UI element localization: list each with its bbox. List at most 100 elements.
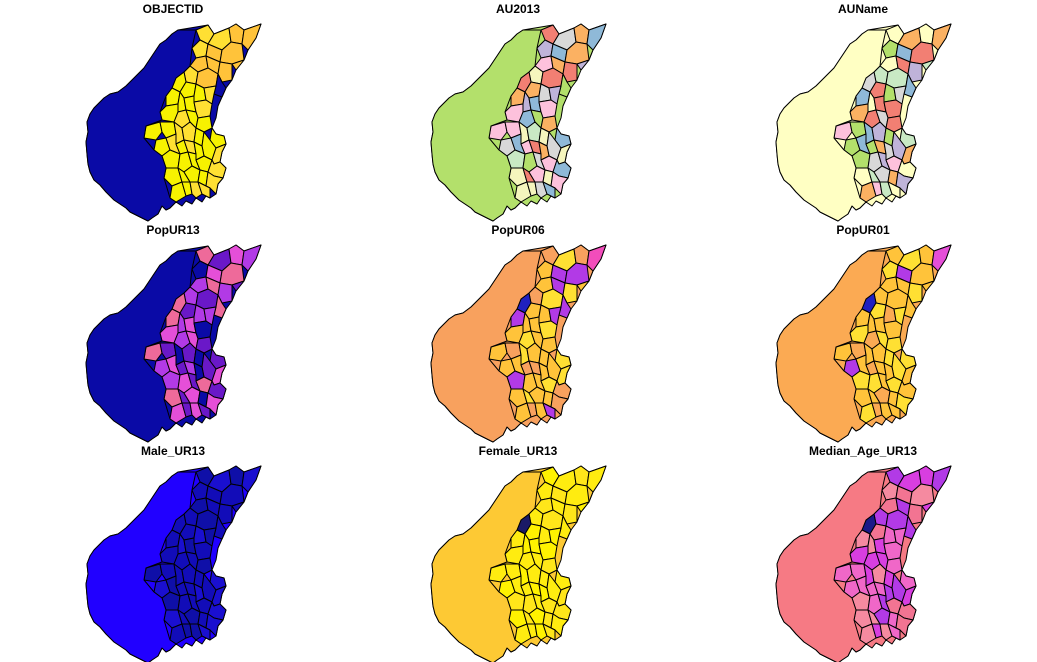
western-area-polygon: [775, 471, 887, 662]
area-unit-polygon: [169, 623, 187, 645]
area-unit-polygon: [576, 49, 594, 71]
area-unit-polygon: [241, 465, 262, 493]
panel-title: AUName: [838, 2, 888, 16]
map-panel-au2013: AU2013: [430, 2, 607, 222]
area-unit-polygon: [542, 181, 556, 199]
area-unit-polygon: [195, 336, 213, 354]
area-unit-polygon: [918, 244, 935, 266]
area-unit-polygon: [576, 270, 594, 292]
area-unit-polygon: [514, 402, 532, 424]
area-unit-polygon: [573, 244, 590, 266]
area-unit-polygon: [931, 23, 952, 51]
map-panel-female-ur13: Female_UR13: [430, 444, 607, 662]
area-unit-polygon: [573, 23, 590, 45]
area-unit-polygon: [907, 61, 923, 83]
western-area-polygon: [85, 250, 197, 443]
map-panel-objectid: OBJECTID: [85, 2, 262, 222]
area-unit-polygon: [514, 623, 532, 645]
panel-title: AU2013: [496, 2, 540, 16]
area-unit-polygon: [540, 115, 558, 133]
area-unit-polygon: [548, 85, 562, 105]
area-unit-polygon: [203, 527, 217, 547]
western-area-polygon: [775, 29, 887, 222]
area-unit-polygon: [931, 244, 952, 272]
area-unit-polygon: [885, 336, 903, 354]
area-unit-polygon: [542, 623, 556, 641]
area-unit-polygon: [548, 306, 562, 326]
panel-title: PopUR06: [491, 223, 545, 237]
area-unit-polygon: [231, 491, 249, 513]
area-unit-polygon: [228, 244, 245, 266]
map-panel-popur01: PopUR01: [775, 223, 952, 443]
western-area-polygon: [430, 471, 542, 662]
area-unit-polygon: [562, 503, 578, 525]
area-unit-polygon: [562, 61, 578, 83]
area-unit-polygon: [217, 61, 233, 83]
area-unit-polygon: [576, 491, 594, 513]
area-unit-polygon: [197, 402, 211, 420]
area-unit-polygon: [169, 402, 187, 424]
area-unit-polygon: [586, 244, 607, 272]
area-unit-polygon: [887, 181, 901, 199]
area-unit-polygon: [918, 23, 935, 45]
area-unit-polygon: [195, 115, 213, 133]
panel-title: OBJECTID: [143, 2, 204, 16]
area-unit-polygon: [907, 503, 923, 525]
area-unit-polygon: [540, 557, 558, 575]
area-unit-polygon: [241, 23, 262, 51]
panel-title: Female_UR13: [479, 444, 558, 458]
area-unit-polygon: [893, 306, 907, 326]
area-unit-polygon: [217, 282, 233, 304]
area-unit-polygon: [542, 402, 556, 420]
map-panel-male-ur13: Male_UR13: [85, 444, 262, 662]
area-unit-polygon: [921, 491, 939, 513]
area-unit-polygon: [907, 282, 923, 304]
panel-title: Median_Age_UR13: [809, 444, 917, 458]
area-unit-polygon: [885, 115, 903, 133]
area-unit-polygon: [195, 557, 213, 575]
area-unit-polygon: [514, 181, 532, 203]
area-unit-polygon: [217, 503, 233, 525]
map-panel-median-age-ur13: Median_Age_UR13: [775, 444, 952, 662]
area-unit-polygon: [241, 244, 262, 272]
western-area-polygon: [775, 250, 887, 443]
area-unit-polygon: [197, 181, 211, 199]
panel-title: PopUR01: [836, 223, 890, 237]
area-unit-polygon: [573, 465, 590, 487]
western-area-polygon: [85, 471, 197, 662]
western-area-polygon: [85, 29, 197, 222]
area-unit-polygon: [231, 270, 249, 292]
western-area-polygon: [430, 29, 542, 222]
area-unit-polygon: [931, 465, 952, 493]
area-unit-polygon: [586, 465, 607, 493]
area-unit-polygon: [586, 23, 607, 51]
area-unit-polygon: [918, 465, 935, 487]
area-unit-polygon: [169, 181, 187, 203]
western-area-polygon: [430, 250, 542, 443]
area-unit-polygon: [921, 270, 939, 292]
area-unit-polygon: [859, 402, 877, 424]
panel-title: PopUR13: [146, 223, 200, 237]
area-unit-polygon: [859, 623, 877, 645]
area-unit-polygon: [231, 49, 249, 71]
map-panel-popur13: PopUR13: [85, 223, 262, 443]
area-unit-polygon: [887, 402, 901, 420]
area-unit-polygon: [540, 336, 558, 354]
area-unit-polygon: [893, 85, 907, 105]
area-unit-polygon: [203, 306, 217, 326]
area-unit-polygon: [887, 623, 901, 641]
map-panel-auname: AUName: [775, 2, 952, 222]
area-unit-polygon: [203, 85, 217, 105]
area-unit-polygon: [885, 557, 903, 575]
area-unit-polygon: [921, 49, 939, 71]
area-unit-polygon: [562, 282, 578, 304]
area-unit-polygon: [893, 527, 907, 547]
area-unit-polygon: [228, 23, 245, 45]
area-unit-polygon: [859, 181, 877, 203]
map-panel-popur06: PopUR06: [430, 223, 607, 443]
panel-title: Male_UR13: [141, 444, 205, 458]
area-unit-polygon: [548, 527, 562, 547]
area-unit-polygon: [197, 623, 211, 641]
area-unit-polygon: [228, 465, 245, 487]
